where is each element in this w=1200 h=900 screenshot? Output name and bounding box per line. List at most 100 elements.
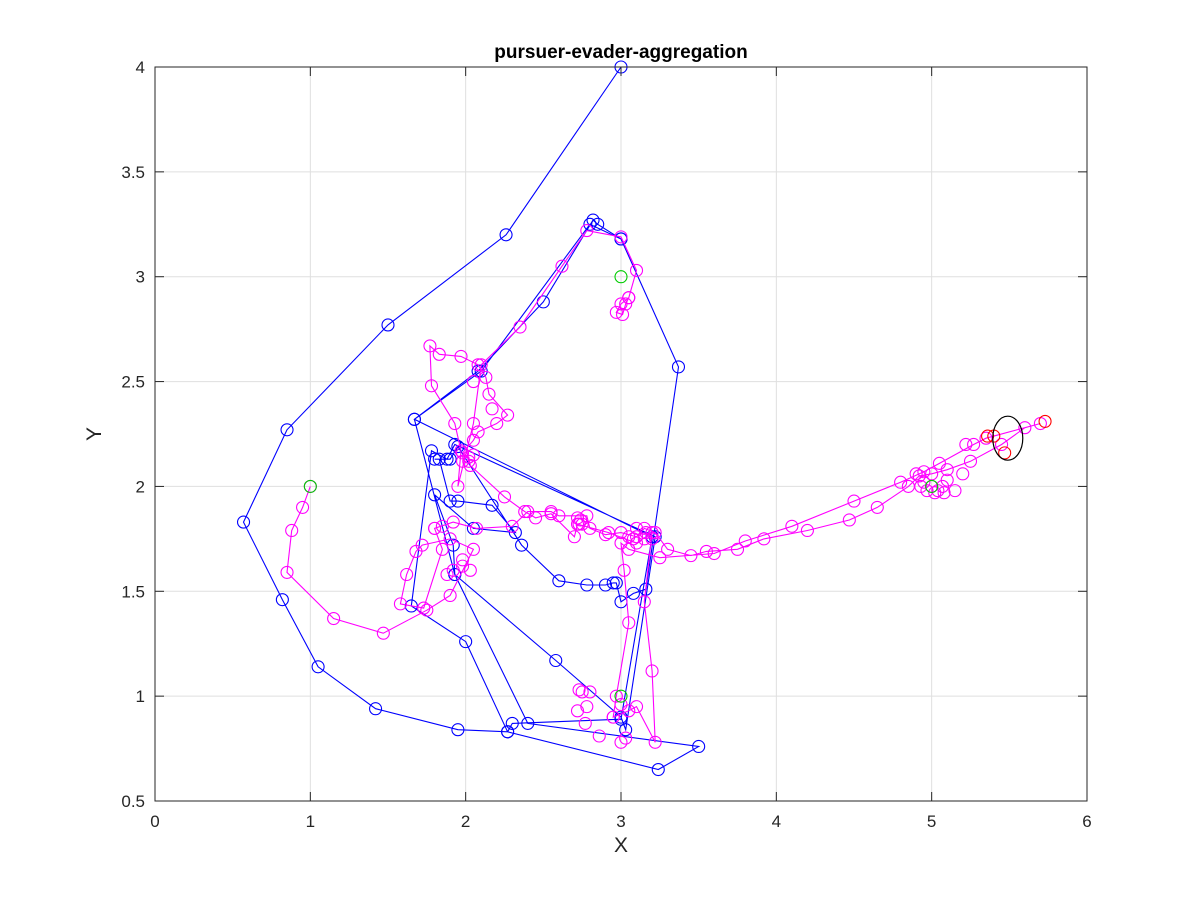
data-point [570, 704, 585, 718]
data-point [616, 307, 630, 322]
y-tick-label: 1.5 [121, 582, 145, 601]
data-point [619, 723, 633, 737]
data-point [469, 521, 484, 535]
data-point [917, 475, 931, 489]
data-point [959, 437, 973, 452]
data-point [505, 716, 519, 730]
data-point [474, 358, 488, 372]
data-point [648, 735, 662, 749]
data-point [617, 563, 631, 577]
data-point [609, 576, 623, 590]
data-point [471, 358, 485, 372]
data-point [609, 305, 623, 319]
data-point [529, 511, 543, 525]
data-point [466, 542, 480, 556]
data-point [575, 685, 589, 699]
data-point [423, 339, 437, 353]
data-point [842, 513, 856, 527]
data-point [738, 534, 752, 548]
data-point [917, 465, 931, 479]
data-point [1018, 421, 1032, 435]
data-point [591, 217, 605, 231]
data-point [932, 456, 946, 470]
data-point [544, 507, 558, 521]
x-tick-label: 1 [306, 812, 315, 831]
data-point [435, 542, 449, 556]
data-point [451, 494, 465, 508]
data-point [909, 467, 923, 481]
y-tick-label: 0.5 [121, 792, 145, 811]
data-point [462, 454, 476, 468]
data-point [648, 530, 662, 544]
data-point [730, 542, 745, 556]
data-point [555, 259, 569, 273]
data-point [626, 532, 640, 546]
data-point [925, 479, 939, 493]
data-point [443, 494, 457, 508]
data-point [420, 603, 434, 617]
data-point [629, 263, 644, 277]
data-point [614, 270, 628, 284]
data-point [967, 437, 981, 452]
data-point [894, 475, 908, 489]
data-point [614, 697, 628, 712]
data-point [637, 595, 651, 609]
data-point [428, 488, 442, 502]
data-point [369, 702, 383, 716]
data-point [303, 479, 317, 493]
data-point [580, 578, 594, 592]
data-point [454, 444, 468, 458]
data-point [518, 505, 532, 519]
data-point [653, 551, 667, 565]
data-point [435, 519, 449, 533]
data-point [580, 224, 594, 238]
data-point [311, 660, 325, 674]
data-point [521, 716, 535, 730]
data-point [466, 375, 480, 389]
data-point [275, 593, 289, 607]
data-point [614, 230, 628, 244]
data-point [637, 532, 651, 546]
data-point [937, 486, 951, 500]
data-point [456, 559, 470, 573]
data-point [586, 213, 600, 227]
data-point [497, 490, 512, 504]
data-point [963, 454, 978, 468]
plot-series [236, 60, 1052, 777]
data-point [552, 509, 566, 523]
data-point [428, 521, 442, 535]
data-point [454, 349, 468, 363]
axis-ticks: 0 1 2 3 4 5 6 0.5 1 1.5 2 2.5 3 3.5 4 [121, 58, 1091, 831]
data-point [948, 484, 962, 498]
data-point [446, 563, 460, 577]
y-tick-label: 3 [136, 268, 145, 287]
ellipse-marker [992, 415, 1024, 461]
series-1 [280, 224, 1047, 749]
data-point [567, 530, 581, 544]
series-5 [992, 415, 1024, 461]
data-point [602, 526, 616, 540]
y-tick-label: 2.5 [121, 373, 145, 392]
data-point [609, 689, 623, 703]
data-point [327, 611, 341, 626]
data-point [757, 532, 771, 546]
data-point [501, 725, 515, 739]
data-point [459, 635, 473, 649]
data-point [443, 452, 457, 466]
data-point [995, 437, 1009, 452]
data-point [699, 544, 713, 558]
data-point [404, 599, 418, 613]
data-point [592, 729, 606, 743]
data-point [622, 616, 636, 630]
chart-title: pursuer-evader-aggregation [494, 42, 747, 63]
data-point [432, 452, 446, 466]
data-point [513, 320, 527, 334]
data-point [578, 716, 592, 730]
y-tick-label: 3.5 [121, 163, 145, 182]
data-point [598, 528, 613, 542]
data-point [424, 379, 439, 393]
data-point [580, 700, 594, 714]
data-point [870, 500, 884, 514]
data-point [981, 429, 995, 443]
